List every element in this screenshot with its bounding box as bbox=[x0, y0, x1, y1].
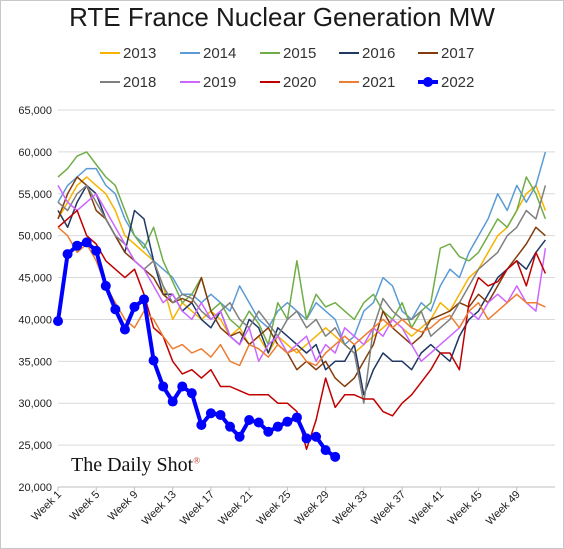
legend-label-2021: 2021 bbox=[362, 74, 395, 91]
series-line-2016 bbox=[57, 184, 546, 396]
x-tick-label: Week 21 bbox=[216, 489, 255, 528]
x-tick-label: Week 49 bbox=[484, 489, 523, 528]
series-line-2019 bbox=[57, 185, 547, 363]
chart-title: RTE France Nuclear Generation MW bbox=[69, 2, 495, 32]
x-tick-label: Week 41 bbox=[407, 489, 446, 528]
data-point-2022 bbox=[291, 412, 302, 423]
y-tick-label: 65,000 bbox=[18, 105, 52, 117]
data-point-2022 bbox=[129, 301, 140, 312]
y-tick-label: 55,000 bbox=[18, 189, 52, 201]
y-tick-label: 30,000 bbox=[18, 398, 52, 410]
data-point-2022 bbox=[225, 421, 236, 432]
series-line-2021 bbox=[57, 226, 546, 367]
legend-label-2015: 2015 bbox=[283, 45, 316, 62]
data-point-2022 bbox=[139, 294, 150, 305]
series-line-2015 bbox=[57, 151, 547, 346]
y-tick-label: 60,000 bbox=[18, 147, 52, 159]
series-lines bbox=[53, 151, 547, 462]
data-point-2022 bbox=[158, 381, 169, 392]
data-point-2022 bbox=[186, 388, 197, 399]
x-tick-label: Week 37 bbox=[369, 489, 408, 528]
legend-label-2019: 2019 bbox=[203, 74, 236, 91]
legend: 2013 2014 2015 2016 2017 2018 2019 2020 2021 2022 bbox=[100, 45, 474, 91]
x-tick-label: Week 33 bbox=[331, 489, 370, 528]
legend-label-2014: 2014 bbox=[203, 45, 236, 62]
legend-label-2013: 2013 bbox=[123, 45, 156, 62]
data-point-2022 bbox=[167, 396, 178, 407]
x-tick-label: Week 45 bbox=[446, 489, 485, 528]
data-point-2022 bbox=[177, 381, 188, 392]
data-point-2022 bbox=[72, 240, 83, 251]
data-point-2022 bbox=[272, 421, 283, 432]
data-point-2022 bbox=[100, 280, 111, 291]
data-point-2022 bbox=[253, 417, 264, 428]
y-tick-label: 40,000 bbox=[18, 314, 52, 326]
data-point-2022 bbox=[234, 431, 245, 442]
data-point-2022 bbox=[320, 445, 331, 456]
x-tick-label: Week 29 bbox=[293, 489, 332, 528]
data-point-2022 bbox=[53, 316, 63, 327]
x-tick-label: Week 5 bbox=[68, 489, 103, 524]
data-point-2022 bbox=[263, 426, 274, 437]
legend-label-2018: 2018 bbox=[123, 74, 156, 91]
data-point-2022 bbox=[119, 324, 130, 335]
gridlines bbox=[58, 109, 555, 488]
y-tick-label: 25,000 bbox=[18, 440, 52, 452]
data-point-2022 bbox=[148, 355, 159, 366]
data-point-2022 bbox=[81, 237, 92, 248]
x-tick-label: Week 9 bbox=[106, 489, 141, 524]
x-tick-label: Week 25 bbox=[254, 489, 293, 528]
x-tick-label: Week 13 bbox=[140, 489, 179, 528]
y-tick-label: 45,000 bbox=[18, 273, 52, 285]
data-point-2022 bbox=[282, 416, 293, 427]
x-tick-label: Week 17 bbox=[178, 489, 217, 528]
y-tick-label: 35,000 bbox=[18, 356, 52, 368]
brand-name: The Daily Shot bbox=[71, 454, 194, 476]
data-point-2022 bbox=[110, 304, 121, 315]
data-point-2022 bbox=[244, 414, 255, 425]
data-point-2022 bbox=[91, 245, 102, 256]
data-point-2022 bbox=[196, 420, 207, 431]
legend-label-2020: 2020 bbox=[283, 74, 316, 91]
data-point-2022 bbox=[301, 433, 312, 444]
series-line-2013 bbox=[57, 176, 547, 354]
data-point-2022 bbox=[311, 431, 322, 442]
data-point-2022 bbox=[205, 408, 216, 419]
legend-label-2022: 2022 bbox=[441, 74, 474, 91]
data-point-2022 bbox=[330, 451, 341, 462]
data-point-2022 bbox=[215, 409, 226, 420]
legend-marker-2022 bbox=[423, 77, 433, 87]
brand-logo: The Daily Shot® bbox=[71, 454, 200, 477]
y-tick-label: 20,000 bbox=[18, 482, 52, 494]
data-point-2022 bbox=[62, 249, 73, 260]
series-line-2014 bbox=[57, 151, 547, 346]
legend-label-2017: 2017 bbox=[441, 45, 474, 62]
y-tick-label: 50,000 bbox=[18, 231, 52, 243]
brand-mark: ® bbox=[193, 455, 201, 466]
legend-label-2016: 2016 bbox=[362, 45, 395, 62]
